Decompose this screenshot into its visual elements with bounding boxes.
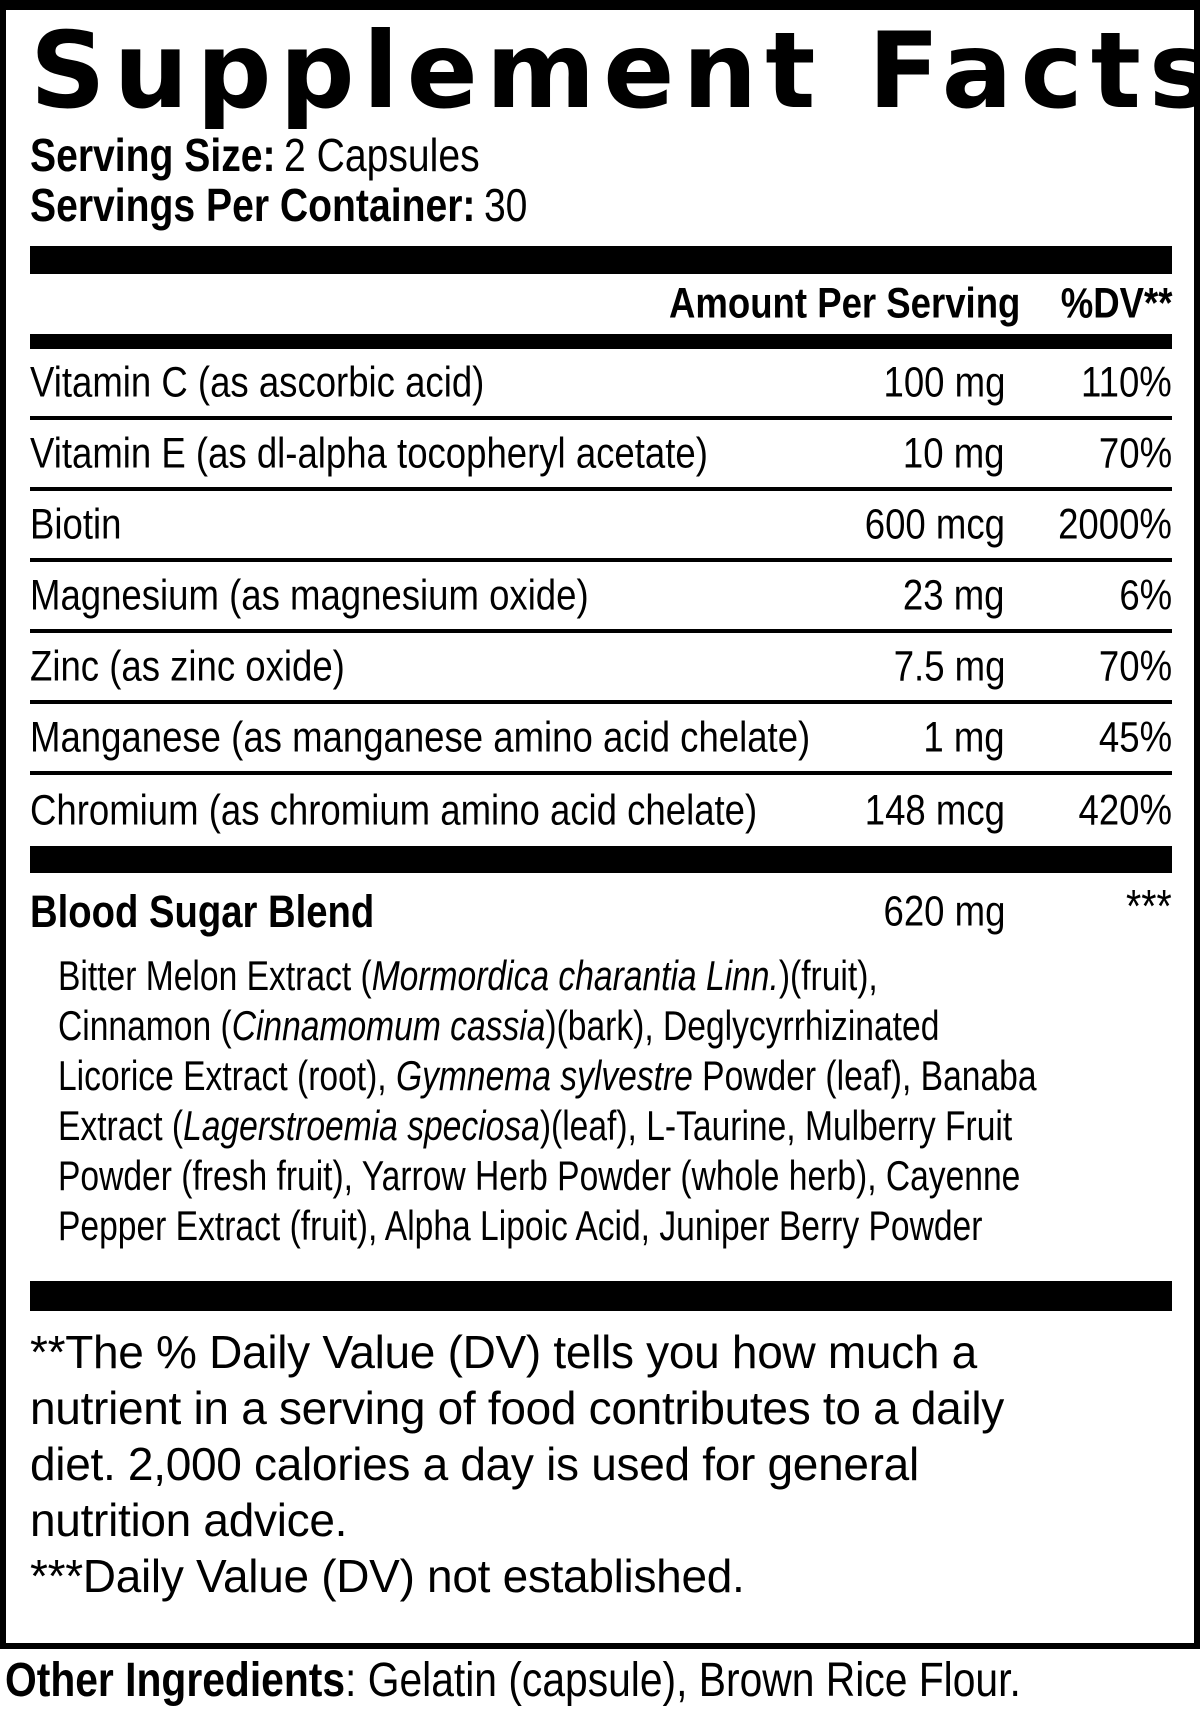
servings-per-container-value: 30 <box>483 179 528 231</box>
blend-description-text: Extract (Lagerstroemia speciosa)(leaf), … <box>58 1102 1013 1149</box>
nutrient-amount: 1 mg <box>923 713 1005 761</box>
blend-description-line: Cinnamon (Cinnamomum cassia)(bark), Degl… <box>58 1001 1172 1051</box>
column-header-amount: Amount Per Serving <box>668 279 1020 328</box>
other-ingredients-label: Other Ingredients <box>5 1654 346 1707</box>
blend-dv-asterisks: *** <box>1126 880 1172 932</box>
servings-per-container-label: Servings Per Container: <box>30 179 476 231</box>
nutrient-row: Vitamin E (as dl-alpha tocopheryl acetat… <box>30 420 1172 491</box>
nutrient-amount: 148 mcg <box>864 786 1005 834</box>
nutrient-amount: 600 mcg <box>864 500 1005 548</box>
nutrient-row: Zinc (as zinc oxide) 7.5 mg 70% <box>30 633 1172 704</box>
thick-divider-blend <box>30 846 1172 873</box>
blend-description-text: Pepper Extract (fruit), Alpha Lipoic Aci… <box>58 1202 983 1249</box>
table-header-row: Amount Per Serving %DV** <box>30 274 1172 334</box>
blend-description: Bitter Melon Extract (Mormordica charant… <box>30 951 1172 1251</box>
serving-size-value: 2 Capsules <box>284 129 480 181</box>
nutrient-amount: 100 mg <box>883 358 1005 406</box>
column-header-dv: %DV** <box>1060 279 1172 328</box>
nutrient-dv: 6% <box>1119 571 1172 619</box>
serving-size-line: Serving Size: 2 Capsules <box>30 130 1172 180</box>
nutrient-amount: 10 mg <box>903 429 1005 477</box>
blend-header-row: Blood Sugar Blend 620 mg *** <box>30 873 1172 951</box>
nutrient-row: Vitamin C (as ascorbic acid) 100 mg 110% <box>30 349 1172 420</box>
nutrient-dv: 420% <box>1078 786 1172 834</box>
nutrient-name: Vitamin C (as ascorbic acid) <box>30 358 485 406</box>
nutrient-amount: 7.5 mg <box>893 642 1005 690</box>
footnote-line: nutrient in a serving of food contribute… <box>30 1382 1004 1434</box>
blend-description-text: Licorice Extract (root), Gymnema sylvest… <box>58 1052 1037 1099</box>
nutrient-row: Manganese (as manganese amino acid chela… <box>30 704 1172 775</box>
blend-description-text: Cinnamon (Cinnamomum cassia)(bark), Degl… <box>58 1002 940 1049</box>
blend-description-line: Powder (fresh fruit), Yarrow Herb Powder… <box>58 1151 1172 1201</box>
nutrient-dv: 110% <box>1081 358 1172 406</box>
footnote-line: nutrition advice. <box>30 1494 348 1546</box>
nutrient-amount: 23 mg <box>903 571 1005 619</box>
nutrient-name: Manganese (as manganese amino acid chela… <box>30 713 811 761</box>
blend-description-line: Pepper Extract (fruit), Alpha Lipoic Aci… <box>58 1201 1172 1251</box>
thick-divider-top <box>30 246 1172 274</box>
blend-description-text: Bitter Melon Extract (Mormordica charant… <box>58 952 878 999</box>
footnote-line: ***Daily Value (DV) not established. <box>30 1550 745 1602</box>
nutrient-dv: 2000% <box>1058 500 1172 548</box>
nutrient-row: Chromium (as chromium amino acid chelate… <box>30 775 1172 846</box>
blend-amount: 620 mg <box>883 887 1005 936</box>
footnotes: **The % Daily Value (DV) tells you how m… <box>30 1324 1172 1604</box>
thick-divider-footnote <box>30 1281 1172 1311</box>
serving-size-label: Serving Size: <box>30 129 276 181</box>
blend-description-text: Powder (fresh fruit), Yarrow Herb Powder… <box>58 1152 1021 1199</box>
nutrient-row: Biotin 600 mcg 2000% <box>30 491 1172 562</box>
nutrient-dv: 70% <box>1098 642 1172 690</box>
nutrient-name: Vitamin E (as dl-alpha tocopheryl acetat… <box>30 429 708 477</box>
blend-description-line: Extract (Lagerstroemia speciosa)(leaf), … <box>58 1101 1172 1151</box>
footnote-line: diet. 2,000 calories a day is used for g… <box>30 1438 919 1490</box>
blend-description-line: Licorice Extract (root), Gymnema sylvest… <box>58 1051 1172 1101</box>
blend-name: Blood Sugar Blend <box>30 886 375 937</box>
nutrient-name: Magnesium (as magnesium oxide) <box>30 571 589 619</box>
other-ingredients-value: : Gelatin (capsule), Brown Rice Flour. <box>345 1654 1021 1707</box>
nutrient-name: Biotin <box>30 500 122 548</box>
nutrient-name: Zinc (as zinc oxide) <box>30 642 345 690</box>
servings-per-container-line: Servings Per Container: 30 <box>30 180 1172 230</box>
footnote-line: **The % Daily Value (DV) tells you how m… <box>30 1326 977 1378</box>
nutrient-row: Magnesium (as magnesium oxide) 23 mg 6% <box>30 562 1172 633</box>
serving-info: Serving Size: 2 Capsules Servings Per Con… <box>30 130 1172 230</box>
nutrient-dv: 45% <box>1098 713 1172 761</box>
supplement-facts-panel: Supplement Facts Serving Size: 2 Capsules… <box>0 0 1200 1649</box>
blend-description-line: Bitter Melon Extract (Mormordica charant… <box>58 951 1172 1001</box>
other-ingredients-line: Other Ingredients: Gelatin (capsule), Br… <box>5 1655 1200 1707</box>
nutrient-table: Vitamin C (as ascorbic acid) 100 mg 110% Vi… <box>30 349 1172 846</box>
panel-title: Supplement Facts <box>30 10 1200 132</box>
nutrient-name: Chromium (as chromium amino acid chelate… <box>30 786 758 834</box>
nutrient-dv: 70% <box>1098 429 1172 477</box>
header-divider <box>30 334 1172 349</box>
